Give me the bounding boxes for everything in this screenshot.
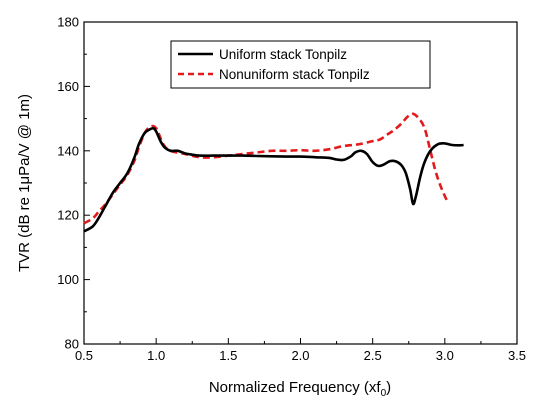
x-tick-label: 3.5 bbox=[508, 348, 526, 363]
legend-box bbox=[170, 40, 431, 89]
x-tick-label: 1.0 bbox=[147, 348, 165, 363]
y-tick-label: 140 bbox=[57, 143, 79, 158]
y-axis-title: TVR (dB re 1μPa/V @ 1m) bbox=[16, 94, 33, 272]
legend-label-uniform: Uniform stack Tonpilz bbox=[219, 47, 347, 62]
legend: Uniform stack Tonpilz Nonuniform stack T… bbox=[170, 40, 431, 89]
legend-label-nonuniform: Nonuniform stack Tonpilz bbox=[219, 67, 370, 82]
series-line-nonuniform bbox=[83, 112, 449, 225]
y-tick-label: 160 bbox=[57, 79, 79, 94]
series-line-uniform bbox=[83, 126, 464, 233]
y-axis-ticks: 80 100 120 140 160 180 bbox=[57, 15, 90, 352]
x-tick-label: 1.5 bbox=[219, 348, 237, 363]
y-tick-label: 180 bbox=[57, 15, 79, 30]
x-axis-ticks: 0.5 1.0 1.5 2.0 2.5 3.0 3.5 bbox=[75, 338, 526, 363]
series-layer bbox=[83, 112, 464, 233]
x-tick-label: 2.5 bbox=[364, 348, 382, 363]
x-tick-label: 0.5 bbox=[75, 348, 93, 363]
x-axis-title: Normalized Frequency (xf0) bbox=[209, 379, 391, 399]
y-tick-label: 120 bbox=[57, 208, 79, 223]
x-tick-label: 3.0 bbox=[436, 348, 454, 363]
y-tick-label: 80 bbox=[65, 337, 79, 352]
x-tick-label: 2.0 bbox=[291, 348, 309, 363]
y-tick-label: 100 bbox=[57, 272, 79, 287]
